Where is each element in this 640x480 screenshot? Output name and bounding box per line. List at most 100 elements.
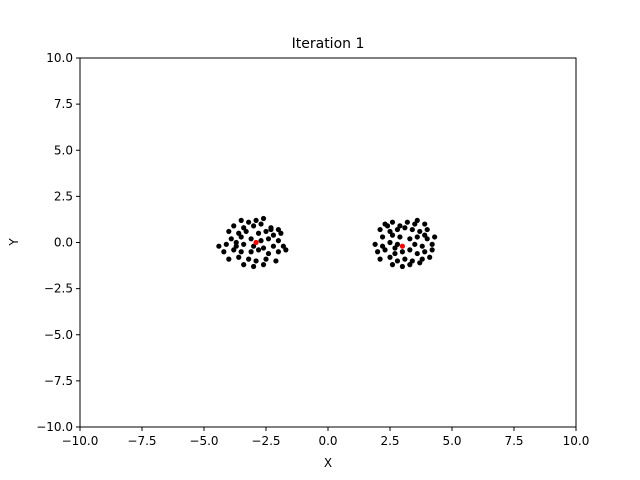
data-point	[424, 226, 430, 233]
data-point	[280, 243, 286, 249]
data-point	[226, 256, 232, 262]
data-point	[414, 217, 420, 223]
data-point	[407, 262, 413, 268]
data-point	[402, 256, 408, 262]
data-point	[375, 249, 381, 255]
data-point	[399, 263, 405, 270]
data-point	[417, 228, 423, 235]
data-point	[216, 243, 222, 249]
data-point	[404, 219, 410, 225]
data-point	[253, 258, 259, 264]
data-point	[414, 234, 420, 240]
data-point	[389, 219, 396, 225]
y-tick-label: 7.5	[54, 97, 73, 111]
data-point	[260, 262, 267, 268]
data-point	[265, 250, 272, 257]
data-point	[221, 249, 227, 255]
data-point	[409, 258, 415, 264]
y-tick-label: 10.0	[46, 51, 73, 65]
y-axis-label: Y	[7, 238, 21, 247]
data-point	[427, 254, 433, 260]
data-point	[243, 228, 249, 235]
x-tick-label: 5.0	[442, 434, 461, 448]
data-point	[387, 228, 393, 235]
data-point	[389, 232, 396, 238]
data-point	[397, 223, 403, 229]
y-tick-label: 2.5	[54, 189, 73, 203]
y-axis-ticks: −10.0 −7.5 −5.0 −2.5 0.0 2.5 5.0 7.5 10.0	[36, 51, 80, 434]
y-tick-label: −2.5	[44, 282, 73, 296]
x-tick-label: −2.5	[251, 434, 280, 448]
data-point	[414, 250, 420, 257]
centroid-point	[253, 239, 259, 246]
data-point	[419, 256, 425, 262]
data-point	[407, 236, 413, 242]
data-point	[263, 256, 269, 262]
data-point	[389, 262, 396, 268]
points-layer	[216, 215, 438, 270]
data-point	[236, 254, 242, 260]
data-point	[377, 226, 383, 233]
data-point	[251, 223, 257, 229]
data-point	[387, 239, 393, 246]
data-point	[422, 232, 428, 238]
data-point	[422, 221, 428, 227]
data-point	[258, 238, 264, 244]
data-point	[417, 260, 423, 266]
data-point	[223, 241, 229, 247]
data-point	[260, 215, 267, 222]
data-point	[255, 247, 262, 253]
data-point	[238, 217, 244, 223]
y-tick-label: 5.0	[54, 143, 73, 157]
data-point	[241, 241, 247, 247]
data-point	[233, 239, 239, 246]
y-tick-label: 0.0	[54, 236, 73, 250]
data-point	[248, 249, 254, 255]
data-point	[432, 234, 438, 240]
data-point	[422, 249, 428, 255]
data-point	[255, 230, 262, 236]
y-tick-label: −10.0	[36, 420, 73, 434]
data-point	[268, 226, 274, 233]
data-point	[372, 241, 378, 247]
data-point	[260, 245, 267, 251]
data-point	[392, 250, 398, 257]
centroid-point	[399, 243, 405, 249]
data-point	[275, 249, 281, 255]
data-point	[379, 243, 386, 249]
data-point	[275, 226, 281, 233]
data-point	[241, 262, 247, 268]
data-point	[392, 245, 398, 251]
data-point	[241, 225, 247, 231]
data-point	[273, 258, 279, 264]
data-point	[226, 228, 232, 235]
plot-frame	[79, 57, 577, 428]
data-point	[265, 236, 272, 242]
data-point	[278, 230, 284, 236]
data-point	[429, 247, 435, 253]
data-point	[384, 223, 391, 229]
data-point	[402, 225, 408, 231]
x-tick-label: 10.0	[563, 434, 590, 448]
data-point	[424, 236, 430, 242]
data-point	[407, 247, 413, 253]
x-tick-label: −10.0	[62, 434, 99, 448]
data-point	[233, 243, 239, 249]
y-tick-label: −5.0	[44, 328, 73, 342]
data-point	[236, 230, 242, 236]
data-point	[394, 241, 401, 247]
data-point	[399, 249, 405, 255]
data-point	[382, 247, 388, 253]
x-tick-label: 2.5	[380, 434, 399, 448]
data-point	[253, 217, 259, 223]
data-point	[251, 243, 257, 249]
data-point	[231, 247, 237, 253]
data-point	[394, 258, 401, 264]
data-point	[377, 256, 383, 262]
data-point	[263, 228, 269, 235]
data-point	[419, 243, 425, 249]
data-point	[379, 234, 386, 240]
data-point	[412, 241, 418, 247]
x-tick-label: 0.0	[318, 434, 337, 448]
